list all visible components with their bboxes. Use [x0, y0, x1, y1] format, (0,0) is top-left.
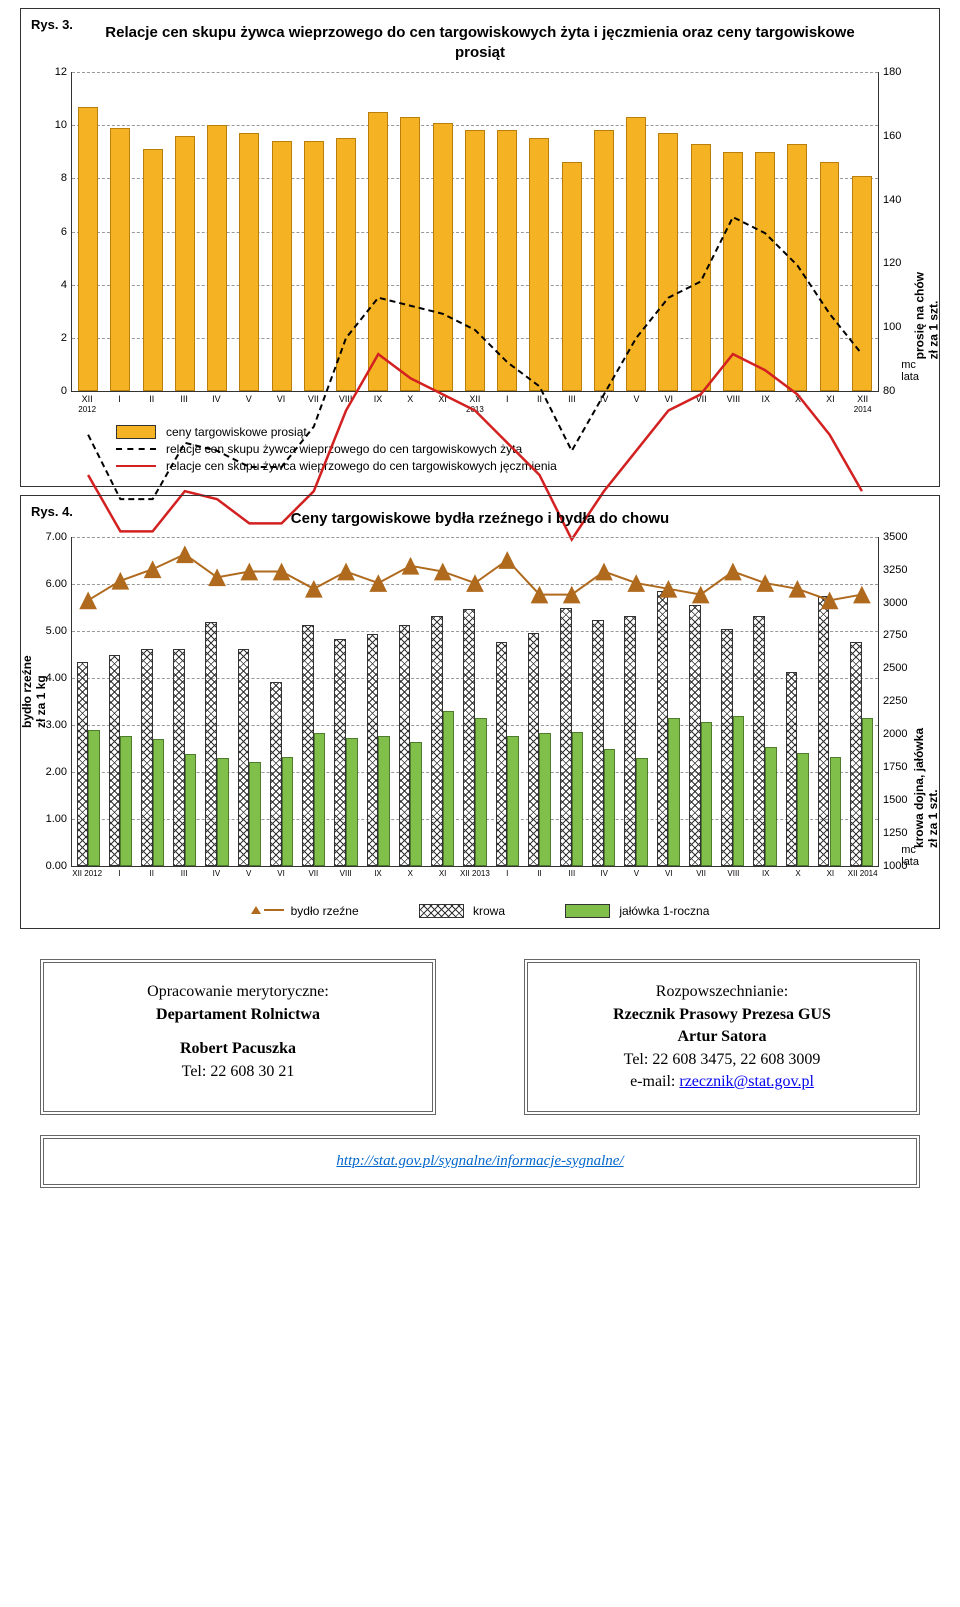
fig3-legend-dash: relacje cen skupu żywca wieprzowego do c… [116, 442, 924, 456]
info-right-line5: e-mail: rzecznik@stat.gov.pl [552, 1071, 892, 1093]
hatch-swatch-icon [419, 904, 464, 918]
figure-4: Rys. 4. Ceny targowiskowe bydła rzeźnego… [20, 495, 940, 930]
info-right-line3: Artur Satora [677, 1028, 766, 1045]
info-left-line1: Opracowanie merytoryczne: [68, 981, 408, 1003]
info-box-right: Rozpowszechnianie: Rzecznik Prasowy Prez… [524, 959, 920, 1115]
fig4-legend-green: jałówka 1-roczna [565, 904, 709, 919]
bottom-link[interactable]: http://stat.gov.pl/sygnalne/informacje-s… [336, 1153, 623, 1169]
fig4-legend-hatch: krowa [419, 904, 505, 919]
fig4-x-labels: XII 2012IIIIIIIVVVIVIIVIIIIXXXIXII 2013I… [71, 870, 879, 879]
info-row: Opracowanie merytoryczne: Departament Ro… [40, 959, 920, 1115]
fig4-chart: 0.001.002.003.004.005.006.007.0010001250… [36, 537, 924, 919]
fig3-legend-line: relacje cen skupu żywca wieprzowego do c… [116, 459, 924, 473]
solid-line-swatch-icon [116, 465, 156, 467]
green-swatch-icon [565, 904, 610, 918]
fig4-legend-green-label: jałówka 1-roczna [619, 904, 709, 918]
figure-3: Rys. 3. Relacje cen skupu żywca wieprzow… [20, 8, 940, 487]
info-right-line1: Rozpowszechnianie: [552, 981, 892, 1003]
triangle-marker-icon [251, 906, 261, 914]
fig3-label: Rys. 3. [31, 17, 73, 32]
fig4-legend-line: bydło rzeźne [251, 904, 359, 918]
info-left-line3: Robert Pacuszka [180, 1040, 296, 1057]
fig4-y1-axis-label: bydło rzeźnezł za 1 kg [20, 655, 48, 728]
info-right-email-prefix: e-mail: [630, 1073, 679, 1090]
fig3-bars [72, 72, 878, 391]
bottom-link-box: http://stat.gov.pl/sygnalne/informacje-s… [40, 1135, 920, 1188]
info-left-line4: Tel: 22 608 30 21 [68, 1061, 408, 1083]
fig4-label: Rys. 4. [31, 504, 73, 519]
fig4-mc-lata: mclata [901, 844, 919, 868]
fig3-legend-bar: ceny targowiskowe prosiąt [116, 425, 924, 439]
dashed-line-swatch-icon [116, 448, 156, 450]
fig4-legend: bydło rzeźne krowa jałówka 1-roczna [36, 904, 924, 919]
fig3-legend-dash-label: relacje cen skupu żywca wieprzowego do c… [166, 442, 522, 456]
email-link[interactable]: rzecznik@stat.gov.pl [679, 1073, 814, 1090]
fig3-legend-line-label: relacje cen skupu żywca wieprzowego do c… [166, 459, 557, 473]
fig4-title: Ceny targowiskowe bydła rzeźnego i bydła… [36, 510, 924, 527]
info-right-line4: Tel: 22 608 3475, 22 608 3009 [552, 1049, 892, 1071]
fig3-mc-lata: mclata [901, 359, 919, 383]
bar-swatch-icon [116, 425, 156, 439]
fig4-legend-hatch-label: krowa [473, 904, 505, 918]
info-box-left: Opracowanie merytoryczne: Departament Ro… [40, 959, 436, 1115]
fig3-y2-axis-label: prosię na chówzł za 1 szt. [912, 272, 940, 359]
info-right-line2: Rzecznik Prasowy Prezesa GUS [613, 1006, 831, 1023]
fig4-bars [72, 537, 878, 866]
fig3-legend: ceny targowiskowe prosiąt relacje cen sk… [116, 425, 924, 473]
fig3-legend-bar-label: ceny targowiskowe prosiąt [166, 425, 307, 439]
info-left-line2: Departament Rolnictwa [156, 1006, 320, 1023]
fig4-y2-axis-label: krowa dojna, jałówkazł za 1 szt. [912, 728, 940, 848]
fig4-plot-area: 0.001.002.003.004.005.006.007.0010001250… [71, 537, 879, 867]
fig3-title: Relacje cen skupu żywca wieprzowego do c… [96, 23, 864, 62]
fig3-plot-area: 02468101280100120140160180 [71, 72, 879, 392]
line-swatch-icon [264, 909, 284, 911]
fig4-legend-line-label: bydło rzeźne [291, 904, 359, 918]
fig3-x-labels: XII2012IIIIIIIVVVIVIIVIIIIXXXIXII2013III… [71, 395, 879, 415]
fig3-chart: 02468101280100120140160180 prosię na chó… [36, 72, 924, 473]
